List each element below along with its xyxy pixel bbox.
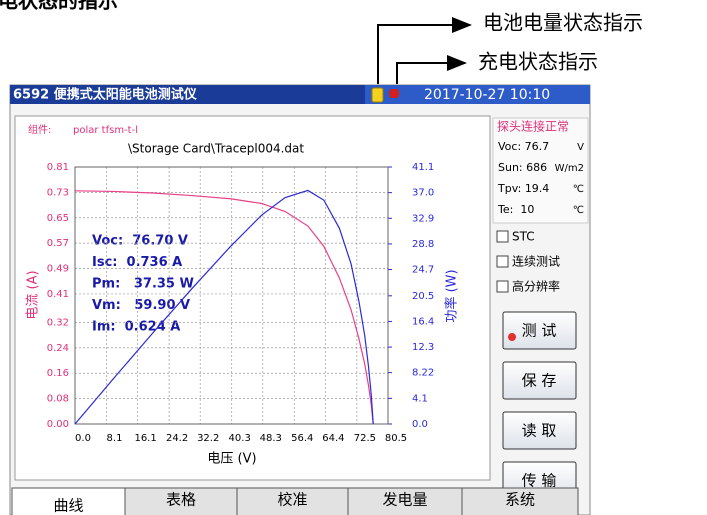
x-tick-label: 40.3 xyxy=(229,433,251,444)
x-tick-label: 24.2 xyxy=(166,433,188,444)
y2-tick-label: 8.22 xyxy=(412,368,434,379)
readout: Isc: 0.736 A xyxy=(92,255,182,270)
curve xyxy=(74,190,374,425)
tab[interactable] xyxy=(236,487,349,515)
y2-tick-label: 20.5 xyxy=(412,291,434,302)
reading: Te: 10 xyxy=(497,203,534,216)
y-tick-label: 0.81 xyxy=(47,162,69,173)
tab[interactable] xyxy=(11,487,126,515)
y-tick-label: 0.16 xyxy=(47,368,69,379)
x-tick-label: 16.1 xyxy=(134,433,156,444)
button-label[interactable]: 测 试 xyxy=(522,322,557,340)
y2-tick-label: 24.7 xyxy=(412,265,434,276)
y2-tick-label: 28.8 xyxy=(412,239,434,250)
x-tick-label: 8.1 xyxy=(107,433,123,444)
tab[interactable] xyxy=(461,487,579,515)
caption: 电状态的指示 xyxy=(0,0,118,13)
x-tick-label: 0.0 xyxy=(75,433,91,444)
button-label[interactable]: 传 输 xyxy=(522,472,557,490)
reading-unit: ℃ xyxy=(573,205,584,216)
x-tick-label: 64.4 xyxy=(322,433,344,444)
reading: Sun: 686 xyxy=(498,161,547,174)
checkbox[interactable] xyxy=(496,230,509,243)
checkbox-label: STC xyxy=(512,230,535,244)
y-tick-label: 0.41 xyxy=(47,289,69,300)
tab-label[interactable]: 曲线 xyxy=(53,497,83,515)
x-tick-label: 56.4 xyxy=(291,433,313,444)
y2-tick-label: 37.0 xyxy=(412,188,434,199)
x-tick-label: 48.3 xyxy=(260,433,282,444)
button[interactable] xyxy=(502,361,577,400)
x-axis-label: 电压 (V) xyxy=(207,452,256,467)
app-title: 6592 便携式太阳能电池测试仪 xyxy=(13,87,198,103)
annotation: 充电状态指示 xyxy=(478,50,598,74)
y-tick-label: 0.49 xyxy=(47,264,69,275)
readouts: Voc: 76.70 V Isc: 0.736 A Pm: 37.35 W Vm: 5… xyxy=(92,234,194,335)
charge-icon xyxy=(389,89,399,98)
y-tick-label: 0.73 xyxy=(47,187,69,198)
y2-tick-label: 41.1 xyxy=(412,162,434,173)
button[interactable] xyxy=(502,411,577,450)
x-tick-label: 72.5 xyxy=(354,433,376,444)
checkbox[interactable] xyxy=(496,255,509,268)
file-name: \Storage Card\Tracepl004.dat xyxy=(128,142,304,156)
y-tick-label: 0.57 xyxy=(47,238,69,249)
readout: Voc: 76.70 V xyxy=(92,234,188,249)
y2-tick-label: 12.3 xyxy=(412,342,434,353)
button[interactable] xyxy=(502,311,577,350)
checkbox[interactable] xyxy=(496,280,509,293)
component-label: 组件: xyxy=(28,123,51,136)
y-tick-label: 0.00 xyxy=(47,419,69,430)
probe-status: 探头连接正常 xyxy=(497,119,569,134)
y2-tick-label: 4.1 xyxy=(412,393,428,404)
x-tick-label: 80.5 xyxy=(385,433,407,444)
y-tick-label: 0.65 xyxy=(47,213,69,224)
y2-tick-label: 32.9 xyxy=(412,213,434,224)
annotation: 电池电量状态指示 xyxy=(483,11,643,35)
y-tick-label: 0.32 xyxy=(47,317,69,328)
title-bar xyxy=(10,85,365,104)
reading: Voc: 76.7 xyxy=(498,140,549,153)
reading-unit: W/m2 xyxy=(555,163,584,174)
x-tick-label: 32.2 xyxy=(197,433,219,444)
y-tick-label: 0.08 xyxy=(47,394,69,405)
button-label[interactable]: 读 取 xyxy=(522,422,557,440)
tab[interactable] xyxy=(347,487,463,515)
reading-unit: ℃ xyxy=(573,184,584,195)
y2-tick-label: 16.4 xyxy=(412,316,434,327)
chart-panel xyxy=(14,115,491,481)
checkbox-label: 连续测试 xyxy=(512,254,560,269)
tab-bar: 曲线 表格 校准 发电量 系统 xyxy=(11,487,579,515)
readout: Vm: 59.90 V xyxy=(92,298,190,313)
plot-frame xyxy=(74,166,389,425)
tab-label[interactable]: 校准 xyxy=(277,491,307,509)
y-axis-label: 电流 (A) xyxy=(26,270,41,319)
arrow xyxy=(377,17,472,84)
readout: Pm: 37.35 W xyxy=(92,277,194,292)
y2-axis-label: 功率 (W) xyxy=(444,269,460,322)
battery-icon xyxy=(371,87,384,103)
y-tick-label: 0.24 xyxy=(47,343,69,354)
y2-tick-label: 0.0 xyxy=(412,419,428,430)
arrow xyxy=(396,55,467,84)
curve xyxy=(74,189,374,425)
reading: Tpv: 19.4 xyxy=(497,182,549,195)
button-label[interactable]: 保 存 xyxy=(522,372,557,390)
datetime: 2017-10-27 10:10 xyxy=(424,87,550,103)
reading-unit: V xyxy=(577,142,584,153)
component-name: polar tfsm-t-l xyxy=(73,125,138,136)
readout: Im: 0.624 A xyxy=(92,320,180,335)
tab-label[interactable]: 系统 xyxy=(505,491,535,509)
button-icon xyxy=(508,333,516,341)
readings-panel xyxy=(492,117,589,224)
tab-label[interactable]: 表格 xyxy=(166,491,196,509)
status-bar xyxy=(365,85,590,104)
tab-label[interactable]: 发电量 xyxy=(382,491,427,509)
checkbox-label: 高分辨率 xyxy=(512,279,560,294)
